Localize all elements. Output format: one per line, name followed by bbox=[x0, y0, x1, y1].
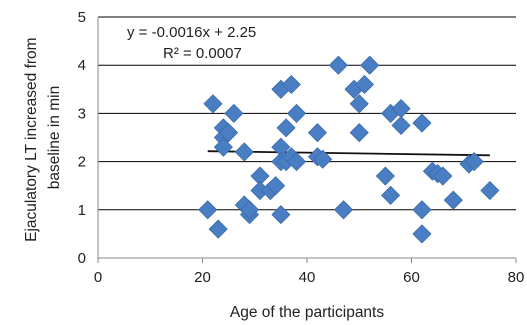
data-point bbox=[234, 142, 254, 162]
y-tick-label: 3 bbox=[78, 105, 86, 122]
x-tick-label: 0 bbox=[94, 269, 102, 286]
data-point bbox=[203, 94, 223, 114]
linear-trendline bbox=[207, 150, 490, 157]
data-point bbox=[213, 137, 233, 157]
x-tick-label: 40 bbox=[299, 269, 316, 286]
axes bbox=[97, 17, 517, 263]
data-point bbox=[464, 152, 484, 172]
y-tick-label: 2 bbox=[78, 154, 86, 171]
data-point bbox=[328, 55, 348, 75]
data-point bbox=[286, 152, 307, 172]
x-axis-title: Age of the participants bbox=[230, 304, 384, 321]
data-point bbox=[349, 123, 369, 143]
data-point bbox=[224, 103, 244, 123]
data-point bbox=[266, 176, 286, 196]
gridlines bbox=[98, 16, 516, 211]
data-point bbox=[354, 74, 375, 95]
data-point bbox=[375, 166, 395, 186]
data-point bbox=[286, 103, 307, 123]
data-point bbox=[239, 200, 260, 220]
x-tick-label: 20 bbox=[194, 269, 211, 286]
data-point bbox=[276, 118, 296, 138]
data-point bbox=[219, 123, 239, 143]
data-point bbox=[391, 115, 411, 136]
y-axis-title-line-2: baseline in min bbox=[46, 86, 63, 189]
y-axis-title-line-1: Ejaculatory LT increased from bbox=[23, 37, 40, 241]
data-point bbox=[334, 200, 354, 220]
data-point bbox=[381, 185, 401, 205]
x-tick-label: 60 bbox=[403, 269, 420, 286]
data-point bbox=[313, 149, 333, 169]
data-point bbox=[281, 74, 301, 95]
data-point bbox=[412, 224, 432, 244]
data-point bbox=[412, 200, 432, 220]
trendline-equation: y = -0.0016x + 2.25 bbox=[127, 24, 256, 41]
y-tick-label: 4 bbox=[78, 57, 86, 74]
data-point bbox=[360, 55, 380, 75]
data-point bbox=[433, 166, 453, 186]
y-axis-title: Ejaculatory LT increased from baseline i… bbox=[23, 33, 63, 242]
x-tick-label: 80 bbox=[508, 269, 525, 286]
tick-labels: 0 1 2 3 4 5 0 20 40 60 80 bbox=[78, 9, 525, 286]
data-point bbox=[349, 94, 369, 114]
data-points bbox=[198, 55, 500, 244]
y-tick-label: 0 bbox=[78, 250, 86, 267]
r-squared-label: R² = 0.0007 bbox=[163, 45, 242, 62]
y-tick-label: 5 bbox=[78, 9, 86, 26]
y-tick-label: 1 bbox=[78, 202, 86, 219]
data-point bbox=[443, 190, 463, 210]
data-point bbox=[208, 219, 228, 239]
data-point bbox=[480, 180, 500, 201]
data-point bbox=[412, 113, 432, 133]
data-point bbox=[198, 200, 218, 220]
trendline-layer bbox=[207, 150, 490, 157]
data-point bbox=[271, 205, 291, 225]
data-point bbox=[307, 123, 328, 143]
